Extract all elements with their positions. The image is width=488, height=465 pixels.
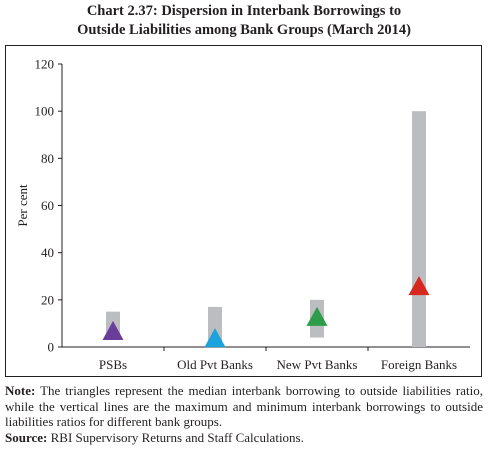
- y-tick-label: 0: [48, 340, 55, 355]
- median-triangle: [102, 320, 124, 340]
- chart-title: Chart 2.37: Dispersion in Interbank Borr…: [0, 2, 488, 40]
- median-triangle: [408, 276, 430, 296]
- note-text: The triangles represent the median inter…: [5, 383, 483, 429]
- y-tick-label: 120: [35, 57, 55, 72]
- chart-title-line-1: Chart 2.37: Dispersion in Interbank Borr…: [86, 3, 402, 19]
- source-text: RBI Supervisory Returns and Staff Calcul…: [47, 429, 304, 445]
- y-tick-label: 60: [41, 198, 54, 213]
- x-category-label: New Pvt Banks: [277, 357, 358, 372]
- x-category-label: Foreign Banks: [381, 357, 457, 372]
- chart-title-line-2: Outside Liabilities among Bank Groups (M…: [77, 22, 411, 38]
- note: Note: The triangles represent the median…: [5, 383, 483, 430]
- y-tick-label: 100: [35, 104, 55, 119]
- chart-frame: [5, 45, 482, 377]
- median-triangle: [204, 328, 226, 348]
- x-category-label: Old Pvt Banks: [177, 357, 253, 372]
- source-label: Source:: [5, 429, 48, 445]
- y-tick-label: 20: [41, 292, 54, 307]
- median-triangle: [306, 306, 328, 326]
- chart-notes: Note: The triangles represent the median…: [5, 383, 483, 445]
- y-tick-label: 40: [41, 245, 54, 260]
- y-tick-label: 80: [41, 151, 54, 166]
- y-axis-title: Per cent: [15, 184, 30, 227]
- range-bar: [412, 111, 426, 348]
- chart: 0 20 40 60 80 100 120 Per cent PSBs Old Pvt Banks…: [15, 57, 470, 372]
- x-category-label: PSBs: [99, 357, 127, 372]
- note-label: Note:: [5, 383, 36, 398]
- source: Source: RBI Supervisory Returns and Staf…: [5, 430, 483, 446]
